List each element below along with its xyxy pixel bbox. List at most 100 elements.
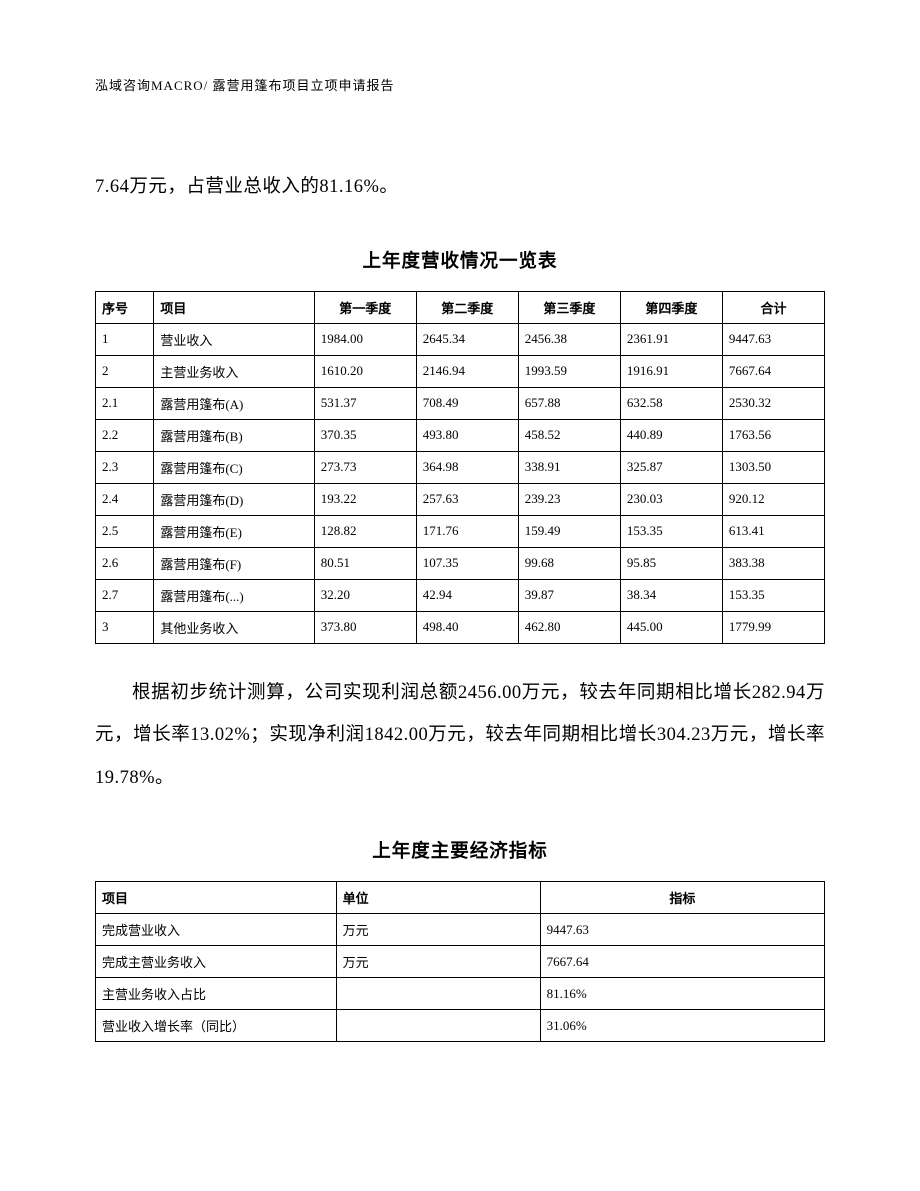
table-cell: 80.51 <box>314 547 416 579</box>
table-row: 3其他业务收入373.80498.40462.80445.001779.99 <box>96 611 825 643</box>
table-cell: 128.82 <box>314 515 416 547</box>
table-cell: 露营用篷布(F) <box>154 547 314 579</box>
table-cell: 完成主营业务收入 <box>96 946 337 978</box>
table-cell: 露营用篷布(...) <box>154 579 314 611</box>
table-row: 2.4露营用篷布(D)193.22257.63239.23230.03920.1… <box>96 483 825 515</box>
table-row: 营业收入增长率（同比）31.06% <box>96 1010 825 1042</box>
table-cell: 露营用篷布(D) <box>154 483 314 515</box>
table-cell: 920.12 <box>722 483 824 515</box>
table-cell: 1984.00 <box>314 323 416 355</box>
col-q1: 第一季度 <box>314 291 416 323</box>
col-q3: 第三季度 <box>518 291 620 323</box>
table-cell: 498.40 <box>416 611 518 643</box>
table-row: 完成营业收入万元9447.63 <box>96 914 825 946</box>
table-cell: 2361.91 <box>620 323 722 355</box>
col-item: 项目 <box>96 882 337 914</box>
table-cell: 440.89 <box>620 419 722 451</box>
table-cell: 708.49 <box>416 387 518 419</box>
table-header-row: 序号 项目 第一季度 第二季度 第三季度 第四季度 合计 <box>96 291 825 323</box>
table-cell: 1610.20 <box>314 355 416 387</box>
table-cell: 32.20 <box>314 579 416 611</box>
table-cell: 7667.64 <box>722 355 824 387</box>
table-cell: 153.35 <box>620 515 722 547</box>
table-cell: 1 <box>96 323 154 355</box>
table-cell: 露营用篷布(B) <box>154 419 314 451</box>
table-cell: 主营业务收入 <box>154 355 314 387</box>
table1-title: 上年度营收情况一览表 <box>95 247 825 273</box>
mid-paragraph: 根据初步统计测算，公司实现利润总额2456.00万元，较去年同期相比增长282.… <box>95 672 825 800</box>
table-cell: 81.16% <box>540 978 824 1010</box>
table-cell: 2.6 <box>96 547 154 579</box>
table-cell: 露营用篷布(E) <box>154 515 314 547</box>
table-cell: 159.49 <box>518 515 620 547</box>
indicator-table: 项目 单位 指标 完成营业收入万元9447.63完成主营业务收入万元7667.6… <box>95 881 825 1042</box>
table-cell: 107.35 <box>416 547 518 579</box>
table-cell: 257.63 <box>416 483 518 515</box>
table-cell: 153.35 <box>722 579 824 611</box>
table-cell: 2.2 <box>96 419 154 451</box>
table-cell: 31.06% <box>540 1010 824 1042</box>
page-header: 泓域咨询MACRO/ 露营用篷布项目立项申请报告 <box>95 75 825 94</box>
table-cell: 1779.99 <box>722 611 824 643</box>
table-cell: 193.22 <box>314 483 416 515</box>
table-row: 2.2露营用篷布(B)370.35493.80458.52440.891763.… <box>96 419 825 451</box>
table-cell: 1993.59 <box>518 355 620 387</box>
table-row: 2.3露营用篷布(C)273.73364.98338.91325.871303.… <box>96 451 825 483</box>
table-row: 1营业收入1984.002645.342456.382361.919447.63 <box>96 323 825 355</box>
table-cell: 2645.34 <box>416 323 518 355</box>
table2-title: 上年度主要经济指标 <box>95 837 825 863</box>
table-cell: 2.5 <box>96 515 154 547</box>
table-row: 2.1露营用篷布(A)531.37708.49657.88632.582530.… <box>96 387 825 419</box>
table-cell: 370.35 <box>314 419 416 451</box>
col-unit: 单位 <box>336 882 540 914</box>
table-cell: 1303.50 <box>722 451 824 483</box>
col-q4: 第四季度 <box>620 291 722 323</box>
table-cell: 39.87 <box>518 579 620 611</box>
table-cell: 531.37 <box>314 387 416 419</box>
table-cell: 38.34 <box>620 579 722 611</box>
col-item: 项目 <box>154 291 314 323</box>
table-cell: 7667.64 <box>540 946 824 978</box>
table-cell: 万元 <box>336 914 540 946</box>
table-cell <box>336 978 540 1010</box>
table-cell: 营业收入 <box>154 323 314 355</box>
table-row: 2.5露营用篷布(E)128.82171.76159.49153.35613.4… <box>96 515 825 547</box>
col-seq: 序号 <box>96 291 154 323</box>
col-value: 指标 <box>540 882 824 914</box>
col-total: 合计 <box>722 291 824 323</box>
table-cell: 2 <box>96 355 154 387</box>
lead-paragraph: 7.64万元，占营业总收入的81.16%。 <box>95 166 825 209</box>
table-cell: 3 <box>96 611 154 643</box>
table-header-row: 项目 单位 指标 <box>96 882 825 914</box>
table-cell: 其他业务收入 <box>154 611 314 643</box>
table-cell: 2.3 <box>96 451 154 483</box>
table-cell: 230.03 <box>620 483 722 515</box>
table-cell: 2.7 <box>96 579 154 611</box>
table-row: 完成主营业务收入万元7667.64 <box>96 946 825 978</box>
table-cell: 364.98 <box>416 451 518 483</box>
table-cell: 383.38 <box>722 547 824 579</box>
table-cell: 2.4 <box>96 483 154 515</box>
table-cell: 完成营业收入 <box>96 914 337 946</box>
table-cell: 99.68 <box>518 547 620 579</box>
table-row: 2.6露营用篷布(F)80.51107.3599.6895.85383.38 <box>96 547 825 579</box>
table-cell: 1916.91 <box>620 355 722 387</box>
table-cell: 9447.63 <box>540 914 824 946</box>
revenue-table: 序号 项目 第一季度 第二季度 第三季度 第四季度 合计 1营业收入1984.0… <box>95 291 825 644</box>
table-cell: 239.23 <box>518 483 620 515</box>
table-cell: 主营业务收入占比 <box>96 978 337 1010</box>
table-cell: 462.80 <box>518 611 620 643</box>
table-row: 主营业务收入占比 81.16% <box>96 978 825 1010</box>
table-cell: 458.52 <box>518 419 620 451</box>
table-cell: 2530.32 <box>722 387 824 419</box>
table-cell: 95.85 <box>620 547 722 579</box>
table-row: 2主营业务收入1610.202146.941993.591916.917667.… <box>96 355 825 387</box>
table-cell: 2146.94 <box>416 355 518 387</box>
table-cell: 613.41 <box>722 515 824 547</box>
table-cell: 露营用篷布(A) <box>154 387 314 419</box>
table-cell: 露营用篷布(C) <box>154 451 314 483</box>
table-cell: 2.1 <box>96 387 154 419</box>
table-cell: 493.80 <box>416 419 518 451</box>
table-cell: 338.91 <box>518 451 620 483</box>
table-cell: 42.94 <box>416 579 518 611</box>
